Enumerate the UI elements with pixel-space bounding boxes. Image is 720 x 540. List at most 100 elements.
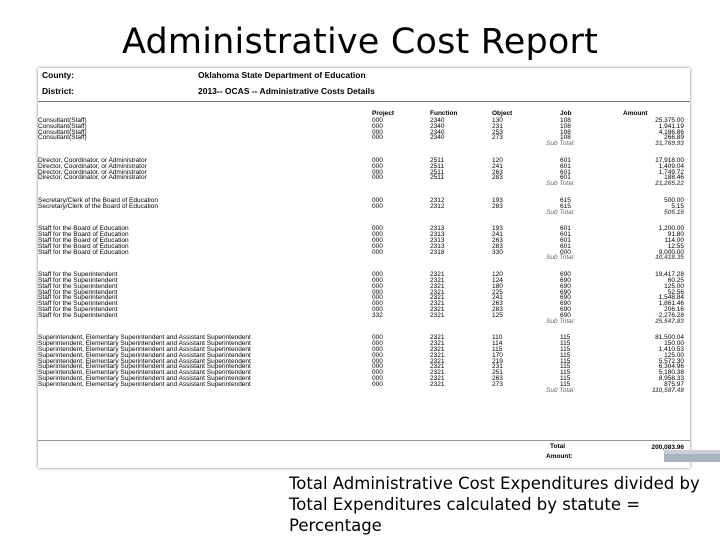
row-amount: 2,276.28 <box>658 311 684 319</box>
row-job: 601 <box>560 157 571 164</box>
report-row: Staff for the Superintendent 332 2321 125 69… <box>38 311 690 319</box>
row-function: 2321 <box>430 340 445 348</box>
row-function: 2321 <box>430 380 445 388</box>
row-job: 601 <box>560 162 571 170</box>
row-object: 193 <box>492 197 503 204</box>
report-subtitle: 2013-- OCAS -- Administrative Costs Deta… <box>198 86 375 96</box>
row-function: 2313 <box>430 237 445 244</box>
row-job: 115 <box>560 346 571 353</box>
subtotal-row: Sub Total: 31,769.93 <box>38 141 690 147</box>
row-object: 114 <box>492 340 503 348</box>
report-row: Director, Coordinator, or Administrator 0… <box>38 168 690 176</box>
report-row: Superintendent, Elementary Superintenden… <box>38 375 690 382</box>
row-description: Superintendent, Elementary Superintenden… <box>38 334 251 342</box>
row-description: Superintendent, Elementary Superintenden… <box>38 375 251 382</box>
row-object: 263 <box>492 168 503 176</box>
row-object: 283 <box>492 202 503 210</box>
subtotal-amount: 110,587.48 <box>651 386 684 394</box>
report-row: Consultant(Staff) 000 2340 231 108 1,941.19 <box>38 122 690 130</box>
subtotal-label: Sub Total: <box>546 386 576 394</box>
row-object: 263 <box>492 300 503 308</box>
row-job: 690 <box>560 277 571 284</box>
row-amount: 17,918.00 <box>655 157 684 164</box>
row-amount: 9,000.00 <box>658 248 684 256</box>
row-amount: 52.56 <box>667 288 684 296</box>
row-amount: 25,375.00 <box>655 117 684 124</box>
row-function: 2313 <box>430 231 445 239</box>
row-job: 115 <box>560 340 571 348</box>
report-row: Secretary/Clerk of the Board of Educatio… <box>38 197 690 204</box>
row-function: 2340 <box>430 117 445 124</box>
report-row: Staff for the Superintendent 000 2321 283 69… <box>38 306 690 313</box>
row-project: 000 <box>372 351 383 359</box>
row-function: 2321 <box>430 369 445 377</box>
row-amount: 1,548.84 <box>658 294 684 302</box>
row-project: 000 <box>372 122 383 130</box>
row-project: 000 <box>372 340 383 348</box>
row-project: 000 <box>372 306 383 313</box>
row-amount: 6,304.96 <box>658 363 684 371</box>
row-description: Staff for the Superintendent <box>38 300 118 308</box>
row-amount: 1,749.72 <box>658 168 684 176</box>
row-function: 2511 <box>430 174 444 182</box>
row-object: 283 <box>492 306 503 313</box>
report-row: Director, Coordinator, or Administrator 0… <box>38 162 690 170</box>
row-object: 251 <box>492 369 503 377</box>
total-rule <box>38 440 690 441</box>
subtotal-amount: 31,769.93 <box>655 140 684 148</box>
subtotal-amount: 21,265.22 <box>655 180 684 188</box>
subtotal-amount: 505.15 <box>664 208 684 216</box>
row-description: Superintendent, Elementary Superintenden… <box>38 351 251 359</box>
row-object: 241 <box>492 294 503 302</box>
report-row: Staff for the Board of Education 000 2318 3… <box>38 248 690 256</box>
report-row: Staff for the Superintendent 000 2321 263 69… <box>38 301 690 307</box>
row-description: Superintendent, Elementary Superintenden… <box>38 357 251 365</box>
row-project: 000 <box>372 294 383 302</box>
row-job: 615 <box>560 197 571 204</box>
subtotal-row: Sub Total: 21,265.22 <box>38 181 690 187</box>
row-object: 115 <box>492 346 503 353</box>
col-object: Object <box>492 110 513 117</box>
row-project: 000 <box>372 162 383 170</box>
report-row: Superintendent, Elementary Superintenden… <box>38 357 690 365</box>
row-function: 2511 <box>430 168 444 176</box>
row-job: 690 <box>560 300 571 308</box>
row-amount: 500.00 <box>664 197 684 204</box>
row-function: 2321 <box>430 351 445 359</box>
row-description: Secretary/Clerk of the Board of Educatio… <box>38 197 158 204</box>
row-function: 2312 <box>430 197 445 204</box>
row-function: 2313 <box>430 225 445 233</box>
row-function: 2312 <box>430 202 445 210</box>
row-amount: 125.00 <box>664 282 684 290</box>
row-job: 601 <box>560 242 571 250</box>
row-amount: 206.16 <box>664 306 684 313</box>
report-row: Superintendent, Elementary Superintenden… <box>38 341 690 347</box>
row-function: 2340 <box>430 122 445 130</box>
header-rule <box>38 101 690 102</box>
row-project: 000 <box>372 117 383 124</box>
row-function: 2321 <box>430 294 445 302</box>
row-project: 000 <box>372 231 383 239</box>
row-project: 000 <box>372 375 383 382</box>
row-project: 000 <box>372 197 383 204</box>
row-description: Staff for the Superintendent <box>38 294 118 302</box>
row-amount: 1,861.46 <box>658 300 684 308</box>
row-description: Superintendent, Elementary Superintenden… <box>38 369 251 377</box>
row-object: 330 <box>492 248 503 256</box>
subtotal-label: Sub Total: <box>546 254 576 262</box>
row-job: 115 <box>560 380 571 388</box>
row-function: 2321 <box>430 311 445 319</box>
report-row: Superintendent, Elementary Superintenden… <box>38 380 690 388</box>
report-row: Superintendent, Elementary Superintenden… <box>38 370 690 376</box>
row-project: 000 <box>372 357 383 365</box>
row-project: 000 <box>372 174 383 182</box>
row-object: 193 <box>492 225 503 233</box>
subtotal-label: Sub Total: <box>546 208 576 216</box>
report-row: Staff for the Superintendent 000 2321 124 69… <box>38 277 690 284</box>
district-label: District: <box>42 86 75 96</box>
row-job: 601 <box>560 168 571 176</box>
row-job: 615 <box>560 202 571 210</box>
report-row: Director, Coordinator, or Administrator 0… <box>38 175 690 181</box>
row-function: 2313 <box>430 242 445 250</box>
row-function: 2321 <box>430 271 445 279</box>
